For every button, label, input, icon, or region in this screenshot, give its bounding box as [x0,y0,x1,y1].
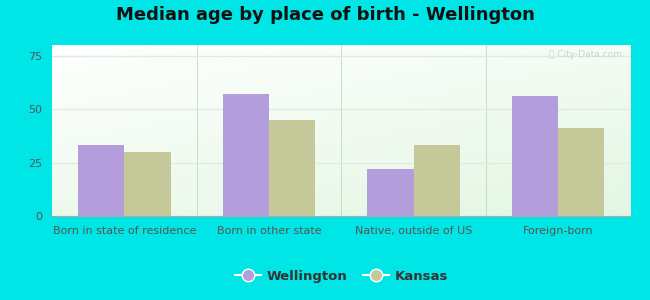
Bar [512,96,558,216]
Bar [78,146,124,216]
Bar [269,120,315,216]
Legend: Wellington, Kansas: Wellington, Kansas [229,265,453,288]
Bar [367,169,413,216]
Bar [558,128,605,216]
Bar [124,152,170,216]
Text: ⓘ City-Data.com: ⓘ City-Data.com [549,50,622,59]
Text: Median age by place of birth - Wellington: Median age by place of birth - Wellingto… [116,6,534,24]
Bar [223,94,269,216]
Bar [413,146,460,216]
